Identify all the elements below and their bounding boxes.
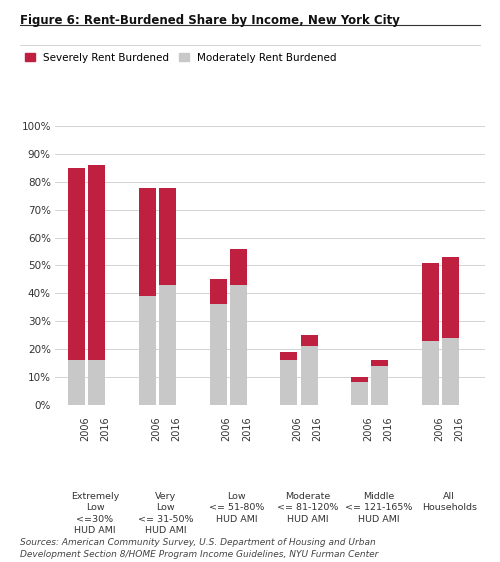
Bar bbox=[68, 168, 85, 360]
Bar bbox=[88, 165, 105, 360]
Text: Sources: American Community Survey, U.S. Department of Housing and Urban
Develop: Sources: American Community Survey, U.S.… bbox=[20, 538, 378, 559]
Bar bbox=[230, 249, 247, 285]
Bar bbox=[351, 382, 368, 405]
Bar bbox=[300, 346, 318, 405]
Bar bbox=[442, 257, 460, 338]
Bar bbox=[230, 285, 247, 405]
Bar bbox=[68, 360, 85, 405]
Bar bbox=[280, 352, 297, 360]
Bar bbox=[138, 188, 156, 296]
Bar bbox=[442, 338, 460, 405]
Bar bbox=[351, 377, 368, 382]
Text: Low
<= 51-80%
HUD AMI: Low <= 51-80% HUD AMI bbox=[209, 492, 264, 524]
Bar bbox=[159, 188, 176, 285]
Text: Extremely
Low
<=30%
HUD AMI: Extremely Low <=30% HUD AMI bbox=[71, 492, 119, 534]
Text: 2016: 2016 bbox=[384, 416, 394, 441]
Bar bbox=[88, 360, 105, 405]
Text: 2016: 2016 bbox=[171, 416, 181, 441]
Text: 2016: 2016 bbox=[312, 416, 322, 441]
Text: 2006: 2006 bbox=[80, 416, 90, 441]
Bar bbox=[138, 296, 156, 405]
Text: 2006: 2006 bbox=[364, 416, 374, 441]
Bar bbox=[422, 341, 439, 405]
Text: 2006: 2006 bbox=[292, 416, 302, 441]
Text: All
Households: All Households bbox=[422, 492, 477, 513]
Text: Middle
<= 121-165%
HUD AMI: Middle <= 121-165% HUD AMI bbox=[344, 492, 412, 524]
Text: 2016: 2016 bbox=[100, 416, 110, 441]
Text: 2016: 2016 bbox=[242, 416, 252, 441]
Legend: Severely Rent Burdened, Moderately Rent Burdened: Severely Rent Burdened, Moderately Rent … bbox=[25, 53, 336, 63]
Bar bbox=[372, 366, 388, 405]
Text: 2006: 2006 bbox=[222, 416, 232, 441]
Bar bbox=[372, 360, 388, 366]
Text: 2016: 2016 bbox=[454, 416, 464, 441]
Bar bbox=[300, 335, 318, 346]
Bar bbox=[280, 360, 297, 405]
Bar bbox=[210, 279, 226, 305]
Bar bbox=[159, 285, 176, 405]
Text: 2006: 2006 bbox=[434, 416, 444, 441]
Bar bbox=[422, 262, 439, 341]
Text: Figure 6: Rent-Burdened Share by Income, New York City: Figure 6: Rent-Burdened Share by Income,… bbox=[20, 14, 400, 27]
Text: Very
Low
<= 31-50%
HUD AMI: Very Low <= 31-50% HUD AMI bbox=[138, 492, 194, 534]
Bar bbox=[210, 305, 226, 405]
Text: 2006: 2006 bbox=[151, 416, 161, 441]
Text: Moderate
<= 81-120%
HUD AMI: Moderate <= 81-120% HUD AMI bbox=[277, 492, 338, 524]
